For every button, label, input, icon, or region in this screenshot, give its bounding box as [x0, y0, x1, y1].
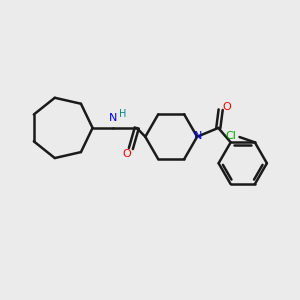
Text: O: O: [222, 102, 231, 112]
Text: H: H: [119, 109, 126, 119]
Text: O: O: [122, 149, 131, 159]
Text: Cl: Cl: [226, 130, 237, 141]
Text: N: N: [194, 131, 202, 141]
Text: N: N: [109, 113, 117, 124]
